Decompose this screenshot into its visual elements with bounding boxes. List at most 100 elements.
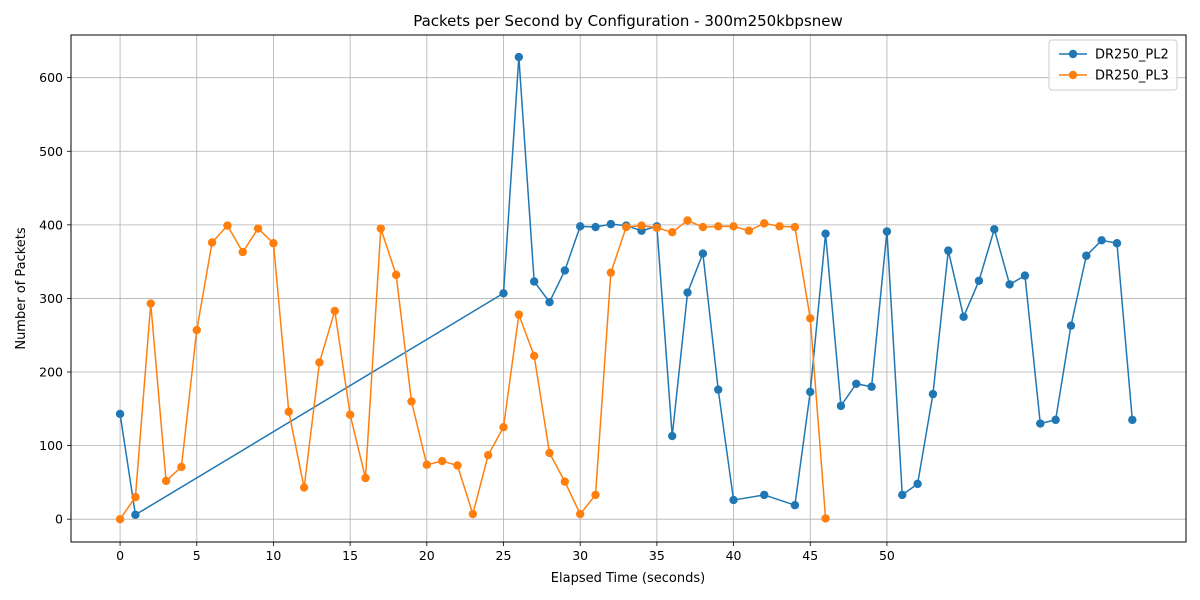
plot-frame [70, 34, 1187, 543]
data-point [284, 407, 293, 416]
data-point [131, 492, 140, 502]
data-point [821, 229, 830, 238]
data-point [483, 450, 493, 460]
data-point [345, 410, 355, 419]
series-layer [115, 52, 1137, 524]
data-point [668, 431, 677, 441]
y-tick-label: 0 [55, 512, 63, 527]
data-point [637, 221, 646, 230]
data-point [882, 227, 892, 236]
data-point [376, 224, 386, 233]
data-point [468, 509, 478, 519]
data-point [192, 325, 201, 335]
data-point [760, 490, 769, 500]
data-point [453, 461, 462, 470]
data-point [514, 310, 524, 319]
y-tick-label: 300 [39, 291, 63, 306]
data-point [1005, 280, 1014, 289]
data-point [1036, 419, 1045, 428]
data-point [806, 314, 815, 323]
data-point [422, 460, 432, 469]
data-point [131, 510, 140, 519]
data-point [591, 490, 600, 500]
data-point [606, 219, 616, 229]
data-point [238, 247, 247, 257]
data-point [744, 226, 754, 235]
data-point [729, 222, 738, 231]
data-point [269, 239, 278, 248]
x-tick-label: 35 [649, 548, 665, 563]
y-axis-title: Number of Packets [14, 227, 29, 350]
data-point [821, 514, 830, 523]
data-point [806, 387, 815, 397]
data-point [606, 268, 616, 277]
data-point [698, 249, 708, 258]
data-point [115, 409, 125, 419]
data-point [545, 448, 554, 458]
data-point [913, 479, 922, 489]
data-point [591, 222, 600, 232]
x-tick-label: 20 [419, 548, 435, 563]
data-point [974, 276, 984, 285]
y-tick-label: 500 [39, 144, 63, 159]
data-point [668, 228, 677, 237]
x-tick-label: 10 [265, 548, 281, 563]
data-point [560, 477, 570, 486]
data-point [1128, 415, 1137, 425]
data-point [391, 270, 401, 280]
legend: DR250_PL2 DR250_PL3 [1048, 39, 1178, 91]
y-tick-label: 600 [39, 70, 63, 85]
y-tick-label: 100 [39, 438, 63, 453]
data-point [683, 288, 692, 297]
series-line [119, 56, 1134, 516]
data-point [575, 222, 585, 231]
x-tick-label: 5 [193, 548, 201, 563]
data-point [1020, 271, 1030, 280]
data-point [499, 423, 508, 432]
legend-marker [1068, 49, 1078, 59]
data-point [330, 306, 339, 316]
x-tick-label: 0 [116, 548, 124, 563]
data-point [852, 379, 861, 388]
data-point [361, 473, 370, 483]
legend-box [1048, 39, 1178, 91]
x-axis-title: Elapsed Time (seconds) [551, 571, 705, 586]
data-point [575, 509, 585, 519]
data-point [545, 297, 554, 307]
series-dr250-pl3 [115, 216, 830, 524]
legend-marker [1068, 70, 1078, 80]
data-point [652, 223, 662, 232]
data-point [790, 222, 800, 232]
data-point [790, 501, 800, 510]
data-point [1051, 415, 1060, 425]
data-point [729, 495, 738, 505]
data-point [207, 238, 217, 247]
data-point [698, 222, 708, 232]
data-point [529, 277, 539, 286]
data-point [177, 462, 186, 472]
x-tick-label: 40 [726, 548, 742, 563]
data-point [437, 456, 447, 466]
data-point [683, 216, 692, 225]
x-tick-label: 25 [496, 548, 512, 563]
data-point [1066, 321, 1076, 330]
data-point [990, 225, 999, 234]
data-point [146, 299, 155, 308]
data-point [115, 514, 125, 524]
data-point [621, 222, 631, 232]
data-point [867, 382, 876, 391]
data-point [959, 312, 968, 322]
data-point [315, 358, 324, 367]
data-point [775, 222, 784, 231]
data-point [1082, 251, 1091, 260]
data-point [1112, 239, 1122, 248]
data-point [760, 219, 769, 228]
data-point [499, 289, 508, 298]
data-point [928, 389, 938, 399]
data-point [714, 222, 723, 231]
data-point [161, 476, 171, 486]
legend-item: DR250_PL3 [1059, 69, 1169, 84]
data-point [253, 224, 263, 233]
